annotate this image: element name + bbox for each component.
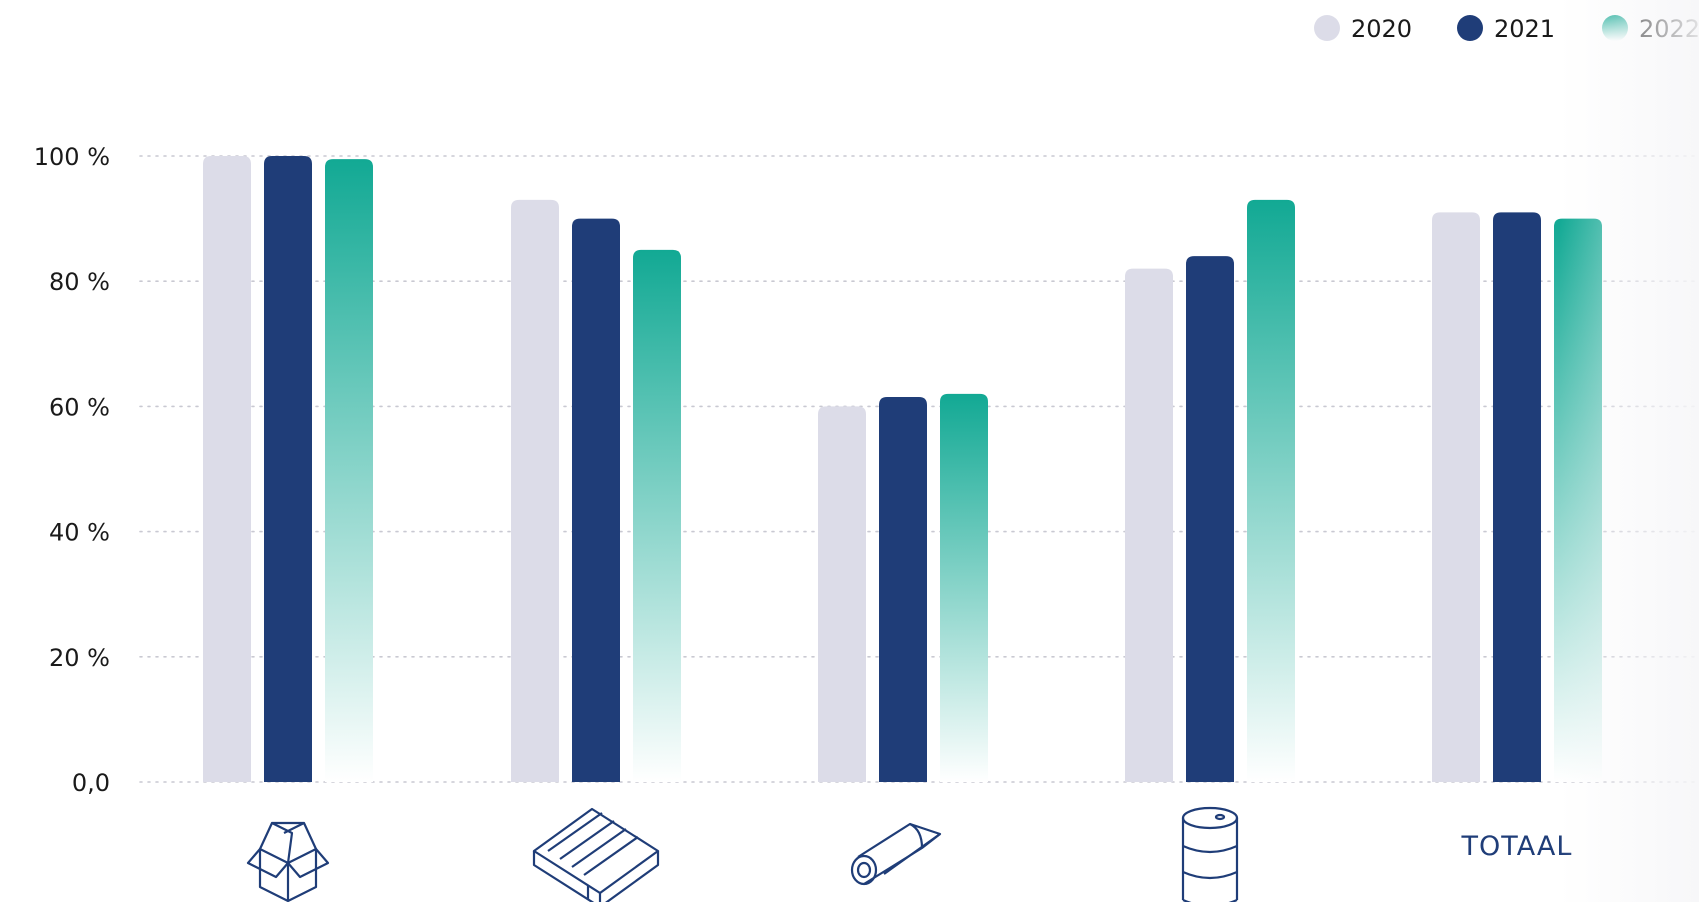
legend-label-2021: 2021 xyxy=(1494,15,1555,43)
y-tick-label: 60 % xyxy=(49,393,110,421)
y-axis: 0,0 20 % 40 % 60 % 80 % 100 % xyxy=(34,143,110,797)
y-tick-label: 100 % xyxy=(34,143,110,171)
bar-2021-0 xyxy=(264,156,312,782)
legend-swatch-2020 xyxy=(1314,15,1340,41)
category-label: TOTAAL xyxy=(1461,831,1573,862)
legend-swatch-2021 xyxy=(1457,15,1483,41)
legend-swatch-2022 xyxy=(1602,15,1628,41)
y-tick-label: 80 % xyxy=(49,268,110,296)
bars xyxy=(203,156,1602,783)
y-tick-label: 20 % xyxy=(49,644,110,672)
bar-2021-1 xyxy=(572,218,620,783)
bar-2022-4 xyxy=(1554,218,1602,783)
bar-2020-2 xyxy=(818,406,866,782)
bar-2022-3 xyxy=(1247,199,1295,782)
bar-2022-1 xyxy=(633,249,681,782)
legend-label-2022: 2022 xyxy=(1639,15,1699,43)
x-axis-categories: TOTAAL xyxy=(246,806,1573,906)
legend-label-2020: 2020 xyxy=(1351,15,1412,43)
pallet-icon xyxy=(532,807,660,906)
bar-2021-3 xyxy=(1186,256,1234,782)
bar-2020-1 xyxy=(511,199,559,782)
y-tick-label: 0,0 xyxy=(72,769,110,797)
film-roll-icon xyxy=(850,822,942,886)
bar-2020-0 xyxy=(203,156,251,782)
legend: 2020 2021 2022 xyxy=(1314,15,1699,43)
bar-2022-2 xyxy=(940,393,988,782)
y-tick-label: 40 % xyxy=(49,519,110,547)
bar-2020-3 xyxy=(1125,268,1173,782)
bar-2021-4 xyxy=(1493,212,1541,783)
box-icon xyxy=(246,821,330,903)
bar-2022-0 xyxy=(325,159,373,782)
drum-icon xyxy=(1181,806,1239,906)
bar-2020-4 xyxy=(1432,212,1480,783)
bar-2021-2 xyxy=(879,397,927,782)
